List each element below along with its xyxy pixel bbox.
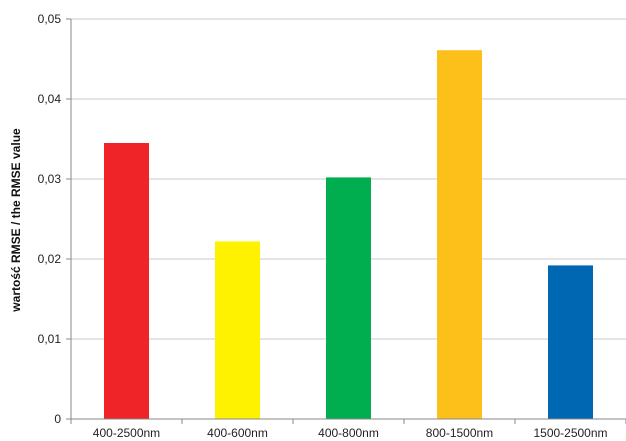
x-tick-label: 800-1500nm — [426, 426, 493, 440]
y-tick-label: 0,02 — [38, 252, 62, 266]
y-tick-label: 0,05 — [38, 12, 62, 26]
bar — [326, 177, 371, 419]
x-tick-label: 400-2500nm — [93, 426, 160, 440]
x-tick-label: 1500-2500nm — [533, 426, 607, 440]
axes — [66, 18, 626, 424]
x-tick-label: 400-800nm — [318, 426, 379, 440]
x-tick-label: 400-600nm — [207, 426, 268, 440]
y-tick-label: 0,04 — [38, 92, 62, 106]
y-tick-labels: 0 0,01 0,02 0,03 0,04 0,05 — [38, 12, 62, 426]
y-tick-label: 0,01 — [38, 332, 62, 346]
bar — [215, 241, 260, 419]
bars — [104, 50, 593, 419]
bar — [437, 50, 482, 419]
x-tick-labels: 400-2500nm 400-600nm 400-800nm 800-1500nm 15… — [93, 426, 608, 440]
bar — [104, 143, 149, 419]
y-tick-label: 0,03 — [38, 172, 62, 186]
bar — [548, 265, 593, 419]
y-axis-title: wartość RMSE / the RMSE value — [9, 128, 23, 313]
y-tick-label: 0 — [54, 412, 61, 426]
